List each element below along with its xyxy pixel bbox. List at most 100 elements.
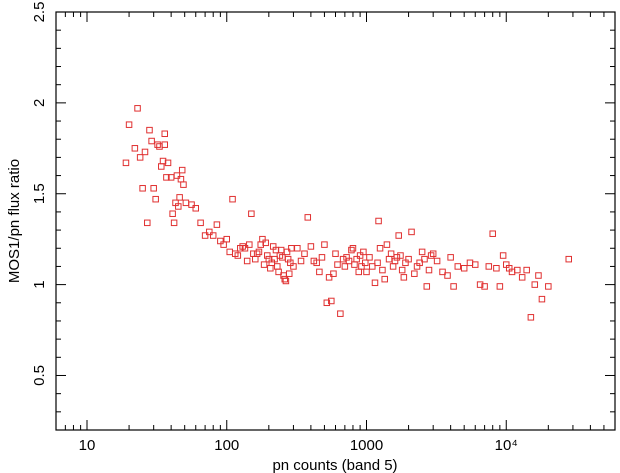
data-point	[241, 245, 249, 252]
data-point	[285, 270, 293, 277]
data-point	[180, 181, 187, 188]
data-point	[476, 281, 484, 288]
data-point	[139, 185, 146, 192]
x-tick-label: 10	[79, 437, 96, 454]
data-point	[144, 219, 151, 227]
plot-frame	[55, 11, 616, 431]
data-point	[282, 277, 290, 285]
data-point	[425, 266, 433, 274]
data-point	[433, 257, 441, 265]
data-point	[405, 255, 412, 263]
data-point	[201, 232, 209, 239]
data-point	[274, 263, 281, 270]
data-point	[271, 255, 278, 263]
data-point	[260, 261, 268, 268]
data-point	[134, 105, 141, 112]
data-point	[349, 245, 357, 252]
y-tick-label: 1.5	[31, 183, 48, 204]
data-point	[323, 299, 331, 307]
data-point	[246, 241, 253, 248]
data-point	[339, 255, 347, 263]
data-point	[267, 265, 274, 272]
data-point	[356, 252, 364, 259]
data-point	[460, 265, 468, 272]
data-point	[355, 268, 362, 276]
data-point	[466, 259, 474, 267]
data-point	[192, 205, 199, 212]
data-point	[297, 257, 305, 265]
data-point	[209, 232, 217, 239]
data-point	[182, 199, 190, 207]
data-point	[393, 254, 401, 261]
data-point	[281, 275, 288, 283]
data-point	[176, 194, 183, 201]
data-point	[538, 295, 546, 303]
data-point	[328, 297, 335, 305]
y-tick-label: 1	[31, 280, 48, 288]
data-point	[337, 310, 344, 317]
data-point	[489, 230, 496, 237]
data-point	[152, 195, 159, 203]
data-point	[387, 250, 395, 257]
data-point	[243, 257, 251, 265]
data-point	[360, 248, 367, 256]
data-point	[283, 248, 291, 256]
data-point	[485, 263, 493, 270]
data-point	[527, 314, 535, 321]
x-tick-label: 100	[214, 437, 239, 454]
data-point	[481, 283, 488, 290]
data-point	[229, 195, 236, 203]
data-point	[159, 157, 167, 165]
data-point	[381, 275, 388, 283]
data-point	[374, 259, 381, 267]
data-point	[330, 270, 337, 277]
data-point	[391, 257, 399, 265]
data-point	[220, 241, 227, 248]
data-point	[423, 283, 431, 290]
data-point	[325, 274, 333, 281]
data-points	[122, 105, 572, 321]
data-point	[351, 261, 358, 268]
x-tick-label: 10⁴	[495, 437, 518, 454]
data-point	[514, 266, 521, 274]
data-point	[397, 252, 404, 259]
data-point	[163, 174, 170, 181]
data-point	[321, 241, 328, 248]
data-point	[439, 268, 446, 276]
data-point	[131, 145, 139, 152]
data-point	[421, 255, 428, 263]
data-point	[496, 283, 504, 290]
data-point	[531, 281, 539, 288]
data-point	[444, 272, 451, 279]
data-point	[383, 241, 391, 248]
data-point	[148, 137, 155, 145]
data-point	[156, 143, 163, 150]
data-point	[250, 250, 257, 257]
data-point	[375, 217, 382, 225]
data-point	[213, 221, 221, 228]
data-point	[499, 252, 507, 259]
data-point	[158, 163, 165, 170]
data-point	[362, 259, 369, 267]
data-point	[259, 235, 266, 243]
x-axis-title: pn counts (band 5)	[272, 457, 397, 473]
y-axis-title: MOS1/pn flux ratio	[6, 159, 23, 283]
data-point	[248, 210, 255, 217]
x-tick-labels: 10 100 1000 10⁴	[79, 437, 518, 454]
data-point	[173, 172, 181, 179]
data-point	[389, 263, 397, 270]
data-point	[161, 130, 168, 138]
data-point	[416, 259, 423, 267]
data-point	[304, 214, 312, 221]
data-point	[369, 263, 376, 270]
data-point	[252, 255, 259, 263]
data-point	[264, 252, 271, 259]
data-point	[523, 266, 530, 274]
y-tick-label: 2	[31, 99, 48, 107]
y-tick-label: 0.5	[31, 365, 48, 386]
data-point	[307, 243, 315, 250]
data-point	[164, 159, 172, 167]
data-point	[366, 254, 373, 261]
data-point	[290, 263, 297, 270]
data-point	[418, 248, 426, 256]
